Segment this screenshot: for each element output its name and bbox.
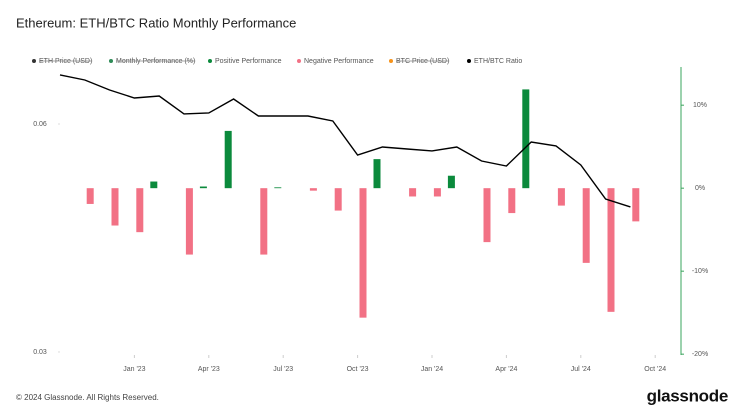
- bar: [508, 188, 516, 214]
- bar: [309, 188, 317, 191]
- bar: [274, 187, 282, 189]
- bar: [150, 181, 158, 189]
- bar: [433, 188, 441, 197]
- y-tick-label: 0.03: [33, 349, 47, 356]
- legend-label: ETH/BTC Ratio: [474, 58, 522, 65]
- bar: [359, 188, 367, 318]
- y2-tick-label: 10%: [693, 102, 707, 109]
- x-tick-label: Apr '24: [495, 366, 517, 373]
- bar: [136, 188, 144, 233]
- x-tick-label: Apr '23: [198, 366, 220, 373]
- legend-marker: [208, 59, 212, 63]
- bar: [409, 188, 417, 197]
- legend-label: Negative Performance: [304, 58, 374, 65]
- y2-tick-label: -10%: [692, 268, 708, 275]
- legend-marker: [297, 59, 301, 63]
- x-tick-label: Jan '24: [421, 366, 443, 373]
- x-tick-label: Jul '23: [273, 366, 293, 373]
- legend-marker: [109, 59, 113, 63]
- y-tick-label: 0.06: [33, 121, 47, 128]
- chart-title: Ethereum: ETH/BTC Ratio Monthly Performa…: [16, 15, 296, 30]
- bar: [447, 175, 455, 189]
- bar: [185, 188, 193, 255]
- bar: [483, 188, 491, 243]
- bar: [373, 159, 381, 189]
- x-tick-label: Oct '24: [644, 366, 666, 373]
- bar: [86, 188, 94, 204]
- bar: [607, 188, 615, 312]
- x-tick-label: Jan '23: [123, 366, 145, 373]
- bar: [522, 89, 530, 189]
- line: [59, 74, 631, 208]
- bar: [632, 188, 640, 222]
- bar: [260, 188, 268, 255]
- bar: [111, 188, 119, 226]
- bar: [224, 130, 232, 189]
- legend-label: Positive Performance: [215, 58, 282, 65]
- legend-marker: [32, 59, 36, 63]
- x-tick-label: Oct '23: [347, 366, 369, 373]
- copyright: © 2024 Glassnode. All Rights Reserved.: [16, 393, 159, 402]
- y2-tick-label: -20%: [692, 351, 708, 358]
- logo: glassnode: [647, 386, 728, 405]
- y2-tick-label: 0%: [695, 185, 705, 192]
- x-tick-label: Jul '24: [571, 366, 591, 373]
- bar: [199, 186, 207, 189]
- legend-marker: [389, 59, 393, 63]
- legend-marker: [467, 59, 471, 63]
- bar: [557, 188, 565, 206]
- bar: [582, 188, 590, 263]
- bar: [334, 188, 342, 211]
